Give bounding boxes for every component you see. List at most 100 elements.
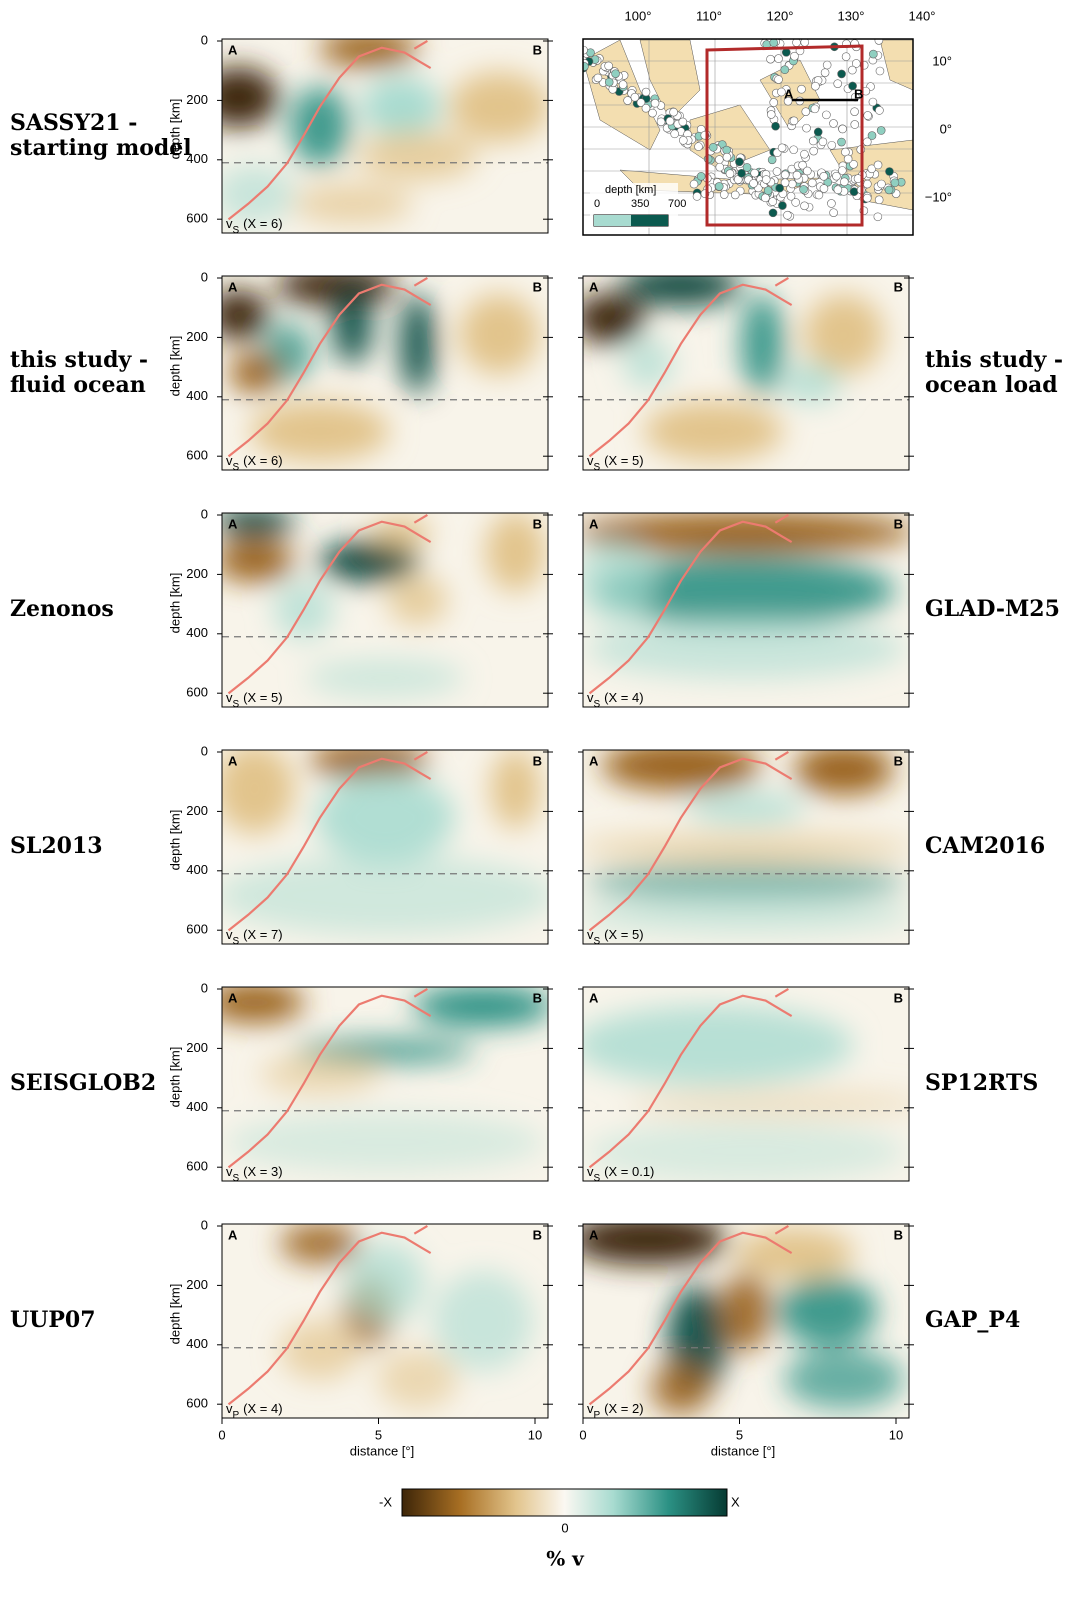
depth-tick-label: 600 (186, 1396, 208, 1411)
earthquake (772, 122, 780, 130)
earthquake (695, 143, 703, 151)
section-start: A (589, 753, 599, 768)
earthquake (769, 198, 777, 206)
distance-tick-label: 10 (528, 1427, 542, 1442)
map: ABdepth [km]0350700100°110°120°130°140°1… (579, 8, 952, 237)
distance-axis-title: distance [°] (350, 1443, 414, 1458)
section-panel (205, 983, 553, 1181)
section-start: A (589, 1227, 599, 1242)
section-end: B (533, 516, 542, 531)
section-start: A (228, 1227, 238, 1242)
legend-bar-fill (631, 215, 668, 226)
anomaly (305, 658, 465, 698)
earthquake (716, 163, 724, 171)
section-end: B (894, 516, 903, 531)
lon-tick-label: 140° (909, 8, 936, 23)
anomaly (280, 1320, 360, 1380)
section-panel (574, 266, 909, 470)
tomography-image (573, 987, 928, 1182)
section-panel (576, 741, 916, 944)
wave-label-component: S (233, 699, 240, 710)
tomography-image (576, 512, 916, 707)
section-start: A (589, 516, 599, 531)
wave-label-component: S (594, 1173, 601, 1184)
earthquake (605, 62, 613, 70)
model-label: this study - (10, 347, 148, 373)
model-label: SASSY21 - (10, 110, 137, 136)
earthquake (834, 186, 842, 194)
model-label: SP12RTS (925, 1070, 1038, 1096)
section-panel (568, 1215, 909, 1418)
earthquake (828, 141, 836, 149)
section-panel (215, 742, 555, 944)
earthquake (803, 167, 811, 175)
earthquake (776, 184, 784, 192)
depth-tick-label: 600 (186, 448, 208, 463)
wave-label-component: S (233, 936, 240, 947)
section-panel (573, 987, 928, 1182)
anomaly (573, 1005, 853, 1085)
anomaly (315, 773, 455, 863)
tomography-image (568, 1215, 909, 1418)
anomaly (643, 401, 783, 461)
wave-label-component: S (233, 1173, 240, 1184)
earthquake (775, 76, 783, 84)
earthquake (790, 52, 798, 60)
distance-tick-label: 0 (218, 1427, 225, 1442)
anomaly (388, 575, 448, 625)
wave-label-scale: (X = 5) (243, 690, 282, 705)
earthquake (838, 70, 846, 78)
depth-tick-label: 600 (186, 685, 208, 700)
earthquake (808, 179, 816, 187)
anomaly (449, 72, 549, 142)
earthquake (715, 156, 723, 164)
depth-tick-label: 400 (186, 388, 208, 403)
legend-tick: 700 (668, 198, 686, 210)
earthquake (767, 110, 775, 118)
model-label: SL2013 (10, 833, 103, 859)
section-panel (198, 31, 549, 233)
anomaly (345, 1242, 425, 1322)
wave-label-scale: (X = 2) (604, 1401, 643, 1416)
lon-tick-label: 110° (696, 8, 722, 23)
depth-tick-label: 0 (201, 32, 208, 47)
lon-tick-label: 130° (838, 8, 865, 23)
model-label: ocean load (925, 372, 1058, 398)
model-label: UUP07 (10, 1307, 96, 1333)
section-end: B (533, 990, 542, 1005)
earthquake (762, 176, 770, 184)
anomaly (250, 401, 390, 461)
distance-tick-label: 0 (579, 1427, 586, 1442)
colorbar-min: -X (379, 1494, 392, 1509)
legend-bar-fill (594, 215, 631, 226)
earthquake (631, 93, 639, 101)
anomaly (290, 86, 350, 166)
earthquake (877, 180, 885, 188)
anomaly (309, 742, 429, 778)
tomography-image (576, 741, 916, 944)
anomaly (208, 290, 268, 340)
model-label: GLAD-M25 (925, 596, 1060, 622)
anomaly (686, 793, 806, 823)
depth-tick-label: 200 (186, 92, 208, 107)
earthquake (798, 85, 806, 93)
anomaly (794, 744, 894, 794)
colorbar (402, 1489, 727, 1516)
section-panel (576, 512, 916, 707)
anomaly (784, 1349, 904, 1409)
colorbar-mid: 0 (561, 1520, 568, 1535)
earthquake (750, 179, 758, 187)
earthquake (800, 150, 808, 158)
earthquake (783, 211, 791, 219)
tomography-image (208, 266, 548, 470)
earthquake (844, 155, 852, 163)
earthquake (863, 180, 871, 188)
wave-label-scale: (X = 5) (604, 927, 643, 942)
earthquake (723, 153, 731, 161)
anomaly (459, 294, 539, 374)
earthquake (829, 119, 837, 127)
anomaly (778, 1276, 878, 1346)
wave-label-component: S (233, 462, 240, 473)
earthquake (823, 61, 831, 69)
anomaly (400, 294, 436, 394)
